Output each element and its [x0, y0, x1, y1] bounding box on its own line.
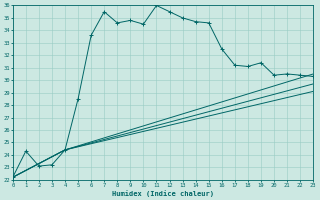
X-axis label: Humidex (Indice chaleur): Humidex (Indice chaleur) — [112, 190, 214, 197]
